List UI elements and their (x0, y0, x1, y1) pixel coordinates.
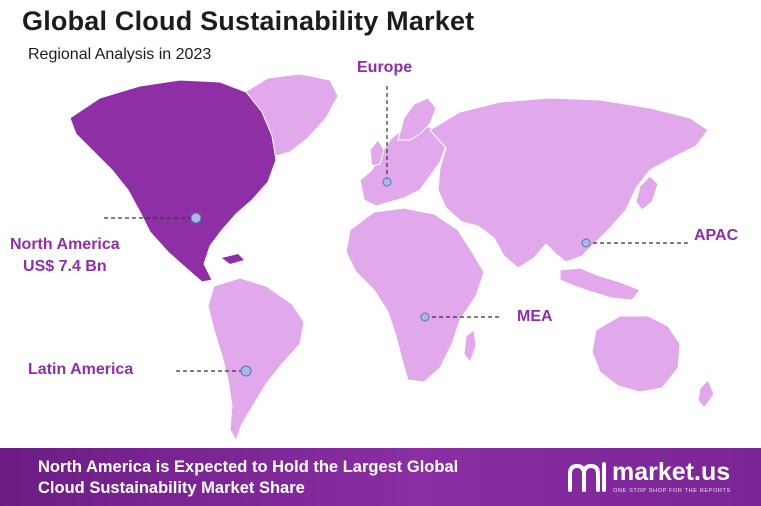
label-north-america: North America US$ 7.4 Bn (10, 234, 120, 278)
label-latin-america: Latin America (28, 361, 134, 378)
north-america-shape (69, 79, 277, 283)
uk-shape (369, 139, 385, 167)
japan-shape (635, 175, 659, 211)
brand-tagline: ONE STOP SHOP FOR THE REPORTS (613, 488, 731, 494)
australia-shape (591, 315, 681, 393)
brand-name: market.us (612, 458, 731, 486)
sea-islands-shape (559, 267, 641, 301)
footer-headline-line1: North America is Expected to Hold the La… (38, 458, 459, 476)
europe-shape (359, 123, 447, 207)
apac-marker (581, 238, 591, 248)
world-map (69, 73, 715, 442)
label-europe: Europe (357, 59, 413, 76)
brand-logo: market.us ONE STOP SHOP FOR THE REPORTS (566, 458, 756, 498)
label-mea: MEA (517, 308, 553, 325)
scandinavia-shape (397, 97, 437, 141)
north-america-marker (190, 212, 202, 224)
north-america-value: US$ 7.4 Bn (23, 258, 107, 275)
footer-headline: North America is Expected to Hold the La… (38, 457, 558, 499)
new-zealand-shape (697, 379, 715, 409)
south-america-shape (207, 277, 305, 442)
footer-headline-line2: Cloud Sustainability Market Share (38, 479, 305, 497)
europe-marker (382, 177, 392, 187)
market-us-logo-icon (568, 462, 606, 492)
footer-banner: North America is Expected to Hold the La… (0, 448, 761, 506)
north-america-name: North America (10, 236, 120, 253)
madagascar-shape (463, 329, 477, 364)
mea-marker (420, 312, 430, 322)
label-apac: APAC (694, 227, 739, 244)
asia-shape (429, 97, 709, 269)
africa-shape (345, 207, 485, 383)
page-title: Global Cloud Sustainability Market (22, 6, 475, 36)
page-subtitle: Regional Analysis in 2023 (28, 46, 212, 63)
latin-america-marker (240, 365, 252, 377)
caribbean-shape (222, 254, 244, 264)
